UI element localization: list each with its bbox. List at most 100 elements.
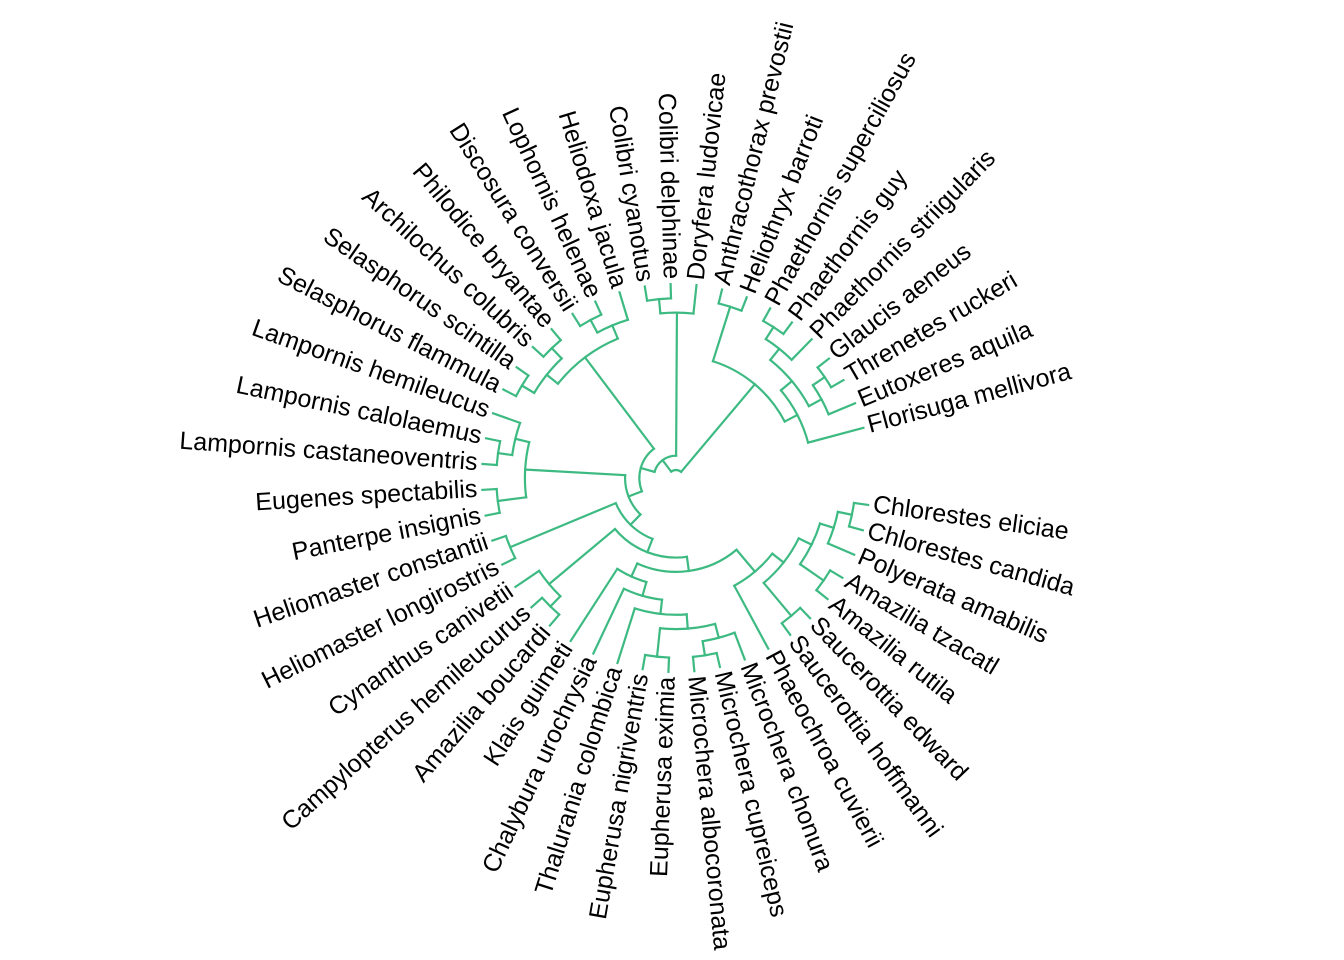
branch-arc	[669, 468, 683, 474]
branch-edge	[481, 487, 498, 492]
branch-edge	[548, 613, 561, 628]
branch-edge	[641, 653, 647, 671]
branch-edge	[547, 527, 617, 586]
branch-edge	[500, 556, 517, 567]
branch-arc	[578, 313, 603, 328]
branch-edge	[531, 345, 545, 359]
branch-arc	[523, 440, 531, 499]
branch-edge	[711, 305, 732, 363]
tree-branches	[481, 282, 870, 673]
branch-arc	[638, 447, 656, 493]
branch-arc	[622, 587, 664, 601]
branch-edge	[659, 598, 664, 616]
branch-arc	[732, 552, 774, 588]
branch-edge	[770, 552, 786, 565]
branch-edge	[847, 525, 865, 532]
branch-edge	[484, 436, 502, 443]
branch-edge	[639, 466, 656, 474]
branch-edge	[545, 373, 560, 386]
branch-edge	[806, 426, 865, 444]
branch-edge	[501, 388, 518, 398]
branch-edge	[591, 587, 626, 655]
branch-edge	[661, 458, 673, 474]
branch-edge	[513, 569, 541, 589]
branch-edge	[691, 655, 696, 673]
branch-edge	[852, 501, 870, 507]
branch-edge	[655, 627, 662, 658]
tip-label: Colibri delphinae	[653, 92, 686, 279]
branch-edge	[496, 451, 514, 457]
branch-edge	[814, 588, 830, 601]
branch-arc	[798, 522, 822, 566]
branch-arc	[780, 606, 802, 625]
branch-edge	[529, 596, 544, 609]
branch-arc	[659, 311, 695, 315]
branch-edge	[828, 568, 844, 580]
branch-edge	[667, 656, 671, 673]
branch-arc	[614, 501, 654, 541]
branch-arc	[504, 534, 517, 560]
branch-arc	[624, 474, 643, 517]
branch-edge	[481, 462, 498, 467]
branch-edge	[550, 346, 564, 361]
branch-edge	[713, 622, 721, 640]
branch-edge	[740, 295, 749, 313]
branch-edge	[818, 522, 836, 530]
branch-arc	[779, 388, 810, 444]
branch-arc	[635, 548, 739, 573]
branch-arc	[658, 622, 717, 631]
branch-arc	[556, 337, 620, 386]
branch-edge	[715, 651, 722, 669]
branch-arc	[768, 358, 811, 408]
branch-edge	[762, 581, 793, 618]
branch-edge	[571, 312, 582, 328]
branch-edge	[717, 288, 724, 305]
branch-arc	[816, 365, 833, 389]
branch-edge	[627, 489, 644, 498]
branch-edge	[610, 323, 620, 341]
branch-edge	[783, 413, 799, 424]
branch-edge	[790, 337, 814, 362]
branch-edge	[515, 365, 530, 378]
branch-edge	[643, 285, 649, 302]
branch-edge	[645, 537, 654, 554]
branch-edge	[679, 382, 757, 474]
branch-arc	[653, 454, 678, 474]
branch-edge	[829, 378, 845, 389]
tip-label: Campylopterus hemileucurus	[276, 599, 536, 836]
branch-edge	[514, 437, 531, 444]
branch-edge	[768, 347, 781, 362]
branch-arc	[764, 337, 794, 362]
branch-edge	[657, 297, 662, 315]
branch-edge	[761, 306, 772, 323]
branch-arc	[633, 607, 688, 616]
branch-edge	[734, 548, 757, 574]
branch-edge	[685, 613, 689, 630]
branch-edge	[508, 501, 618, 549]
branch-edge	[780, 621, 792, 637]
branch-edge	[685, 555, 691, 573]
branch-arc	[811, 383, 831, 416]
tip-label: Eupherusa eximia	[645, 676, 681, 877]
branch-edge	[491, 411, 522, 425]
branch-edge	[798, 562, 826, 583]
branch-edge	[618, 291, 630, 322]
branch-edge	[550, 327, 563, 342]
branch-edge	[583, 355, 656, 451]
branch-edge	[733, 631, 747, 661]
branch-edge	[826, 541, 856, 557]
branch-edge	[675, 311, 679, 457]
branch-edge	[548, 594, 562, 609]
branch-edge	[641, 580, 648, 598]
branch-edge	[781, 320, 794, 336]
branch-edge	[798, 606, 812, 620]
branch-arc	[613, 527, 689, 559]
branch-edge	[797, 536, 814, 547]
branch-arc	[537, 569, 562, 598]
branch-edge	[701, 639, 707, 657]
branch-edge	[520, 384, 536, 395]
branch-edge	[484, 511, 502, 517]
branch-edge	[496, 496, 528, 503]
